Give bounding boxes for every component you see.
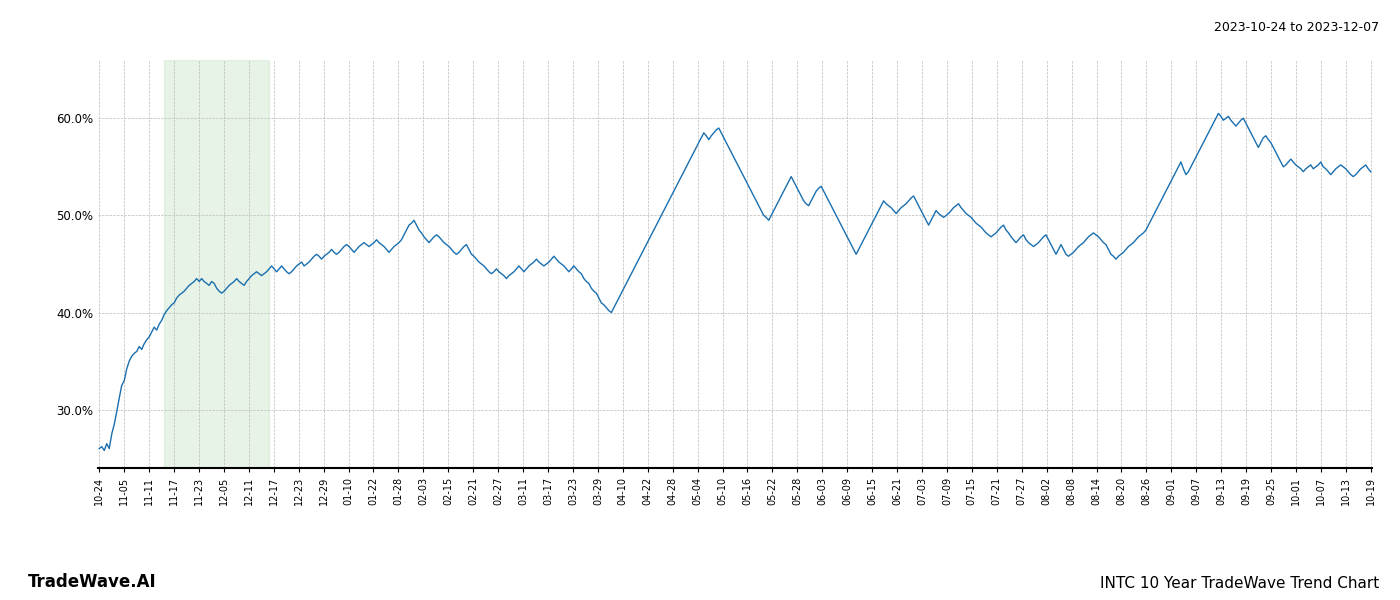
Text: TradeWave.AI: TradeWave.AI [28,573,157,591]
Text: INTC 10 Year TradeWave Trend Chart: INTC 10 Year TradeWave Trend Chart [1100,576,1379,591]
Text: 2023-10-24 to 2023-12-07: 2023-10-24 to 2023-12-07 [1214,21,1379,34]
Bar [164,60,269,468]
